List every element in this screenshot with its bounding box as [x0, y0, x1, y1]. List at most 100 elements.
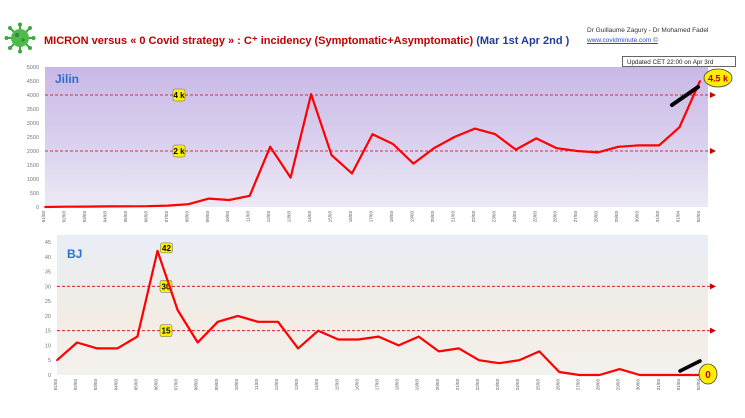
x-tick-label: 01/04 [676, 211, 681, 223]
chart-title: MICRON versus « 0 Covid strategy » : C⁺ … [44, 34, 569, 47]
y-tick-label: 40 [45, 255, 51, 261]
data-point [617, 145, 620, 148]
panel-label: Jilin [55, 72, 79, 86]
data-point [555, 147, 558, 150]
reference-arrow [710, 283, 716, 290]
data-point [207, 197, 210, 200]
chart-header: MICRON versus « 0 Covid strategy » : C⁺ … [0, 0, 745, 67]
data-point [310, 93, 312, 96]
y-tick-label: 25 [45, 299, 51, 305]
x-tick-label: 24/03 [515, 379, 520, 391]
data-point [76, 341, 78, 344]
y-tick-label: 45 [45, 240, 51, 246]
y-tick-label: 1500 [27, 163, 39, 169]
data-point [330, 154, 333, 157]
x-tick-label: 04/03 [102, 211, 107, 223]
x-tick-label: 09/03 [214, 379, 219, 391]
x-tick-label: 26/03 [555, 379, 560, 391]
data-point [289, 176, 292, 179]
x-tick-label: 27/03 [573, 211, 578, 223]
x-tick-label: 25/03 [535, 379, 540, 391]
data-point [257, 320, 259, 323]
reference-label: 15 [162, 327, 171, 336]
data-point [412, 162, 415, 165]
x-tick-label: 03/03 [93, 379, 98, 391]
x-tick-label: 08/03 [194, 379, 199, 391]
x-tick-label: 17/03 [369, 211, 374, 223]
x-tick-label: 12/03 [266, 211, 271, 223]
y-tick-label: 1000 [27, 177, 39, 183]
panel-label: BJ [67, 247, 82, 261]
data-point [417, 335, 420, 338]
coronavirus-icon [4, 22, 36, 54]
data-point [317, 329, 320, 332]
data-point [658, 144, 660, 147]
data-point [96, 347, 99, 350]
y-tick-label: 2000 [27, 149, 39, 155]
data-point [156, 249, 159, 252]
x-tick-label: 07/03 [164, 211, 169, 223]
x-tick-label: 01/03 [53, 379, 58, 391]
y-tick-label: 500 [30, 191, 39, 197]
y-tick-label: 5 [48, 358, 51, 364]
x-tick-label: 20/03 [435, 379, 440, 391]
data-point [699, 80, 701, 82]
x-tick-label: 18/03 [395, 379, 400, 391]
annotation-badge [703, 68, 733, 88]
y-tick-label: 3500 [27, 107, 39, 113]
x-tick-label: 16/03 [354, 379, 359, 391]
x-tick-label: 16/03 [348, 211, 353, 223]
data-point [678, 126, 681, 129]
data-point [498, 362, 500, 365]
x-tick-label: 03/03 [82, 211, 87, 223]
x-tick-label: 29/03 [614, 211, 619, 223]
authors-credit: Dr Guillaume Zagury - Dr Mohamed Fadel [587, 27, 709, 34]
annotation-badge [698, 363, 718, 385]
data-point [397, 344, 400, 347]
x-tick-label: 17/03 [375, 379, 380, 391]
data-point [494, 133, 497, 136]
data-point [433, 147, 435, 150]
annotation-label: 0 [705, 370, 711, 381]
x-tick-label: 04/03 [113, 379, 118, 391]
data-point [176, 309, 179, 311]
annotation-label: 4.5 k [708, 74, 729, 84]
reference-arrow [710, 327, 716, 334]
data-point [228, 199, 231, 201]
y-tick-label: 4000 [27, 93, 39, 99]
data-point [453, 136, 456, 138]
reference-badge [172, 144, 186, 158]
x-tick-label: 11/03 [254, 379, 259, 390]
x-tick-label: 22/03 [471, 211, 476, 223]
y-tick-label: 10 [45, 343, 51, 349]
x-tick-label: 29/03 [616, 379, 621, 391]
data-point [457, 347, 460, 350]
x-tick-label: 25/03 [532, 211, 537, 223]
peak-label: 42 [162, 244, 171, 253]
x-tick-label: 23/03 [491, 211, 496, 223]
x-tick-label: 12/03 [274, 379, 279, 391]
x-tick-label: 18/03 [389, 211, 394, 223]
x-tick-label: 01/04 [676, 379, 681, 391]
data-point [658, 374, 661, 376]
x-tick-label: 10/03 [225, 211, 230, 223]
data-point [473, 127, 476, 130]
plot-background [57, 235, 708, 375]
x-tick-label: 24/03 [512, 211, 517, 223]
x-tick-label: 05/03 [133, 379, 138, 391]
reference-label: 30 [162, 282, 171, 291]
data-point [535, 137, 538, 140]
data-point [125, 205, 128, 208]
x-tick-label: 14/03 [307, 211, 312, 223]
y-tick-label: 3000 [27, 121, 39, 127]
data-point [146, 205, 149, 208]
website-link[interactable]: www.covidminute.com © [587, 37, 658, 44]
updated-box: Updated CET 22:00 on Apr 3rd [622, 56, 736, 67]
reference-arrow [710, 148, 716, 154]
peak-badge [160, 242, 173, 254]
reference-badge [159, 324, 173, 337]
x-tick-label: 02/04 [696, 379, 701, 391]
data-point [56, 359, 58, 362]
annotation-pointer [678, 359, 702, 373]
y-tick-label: 35 [45, 270, 51, 276]
